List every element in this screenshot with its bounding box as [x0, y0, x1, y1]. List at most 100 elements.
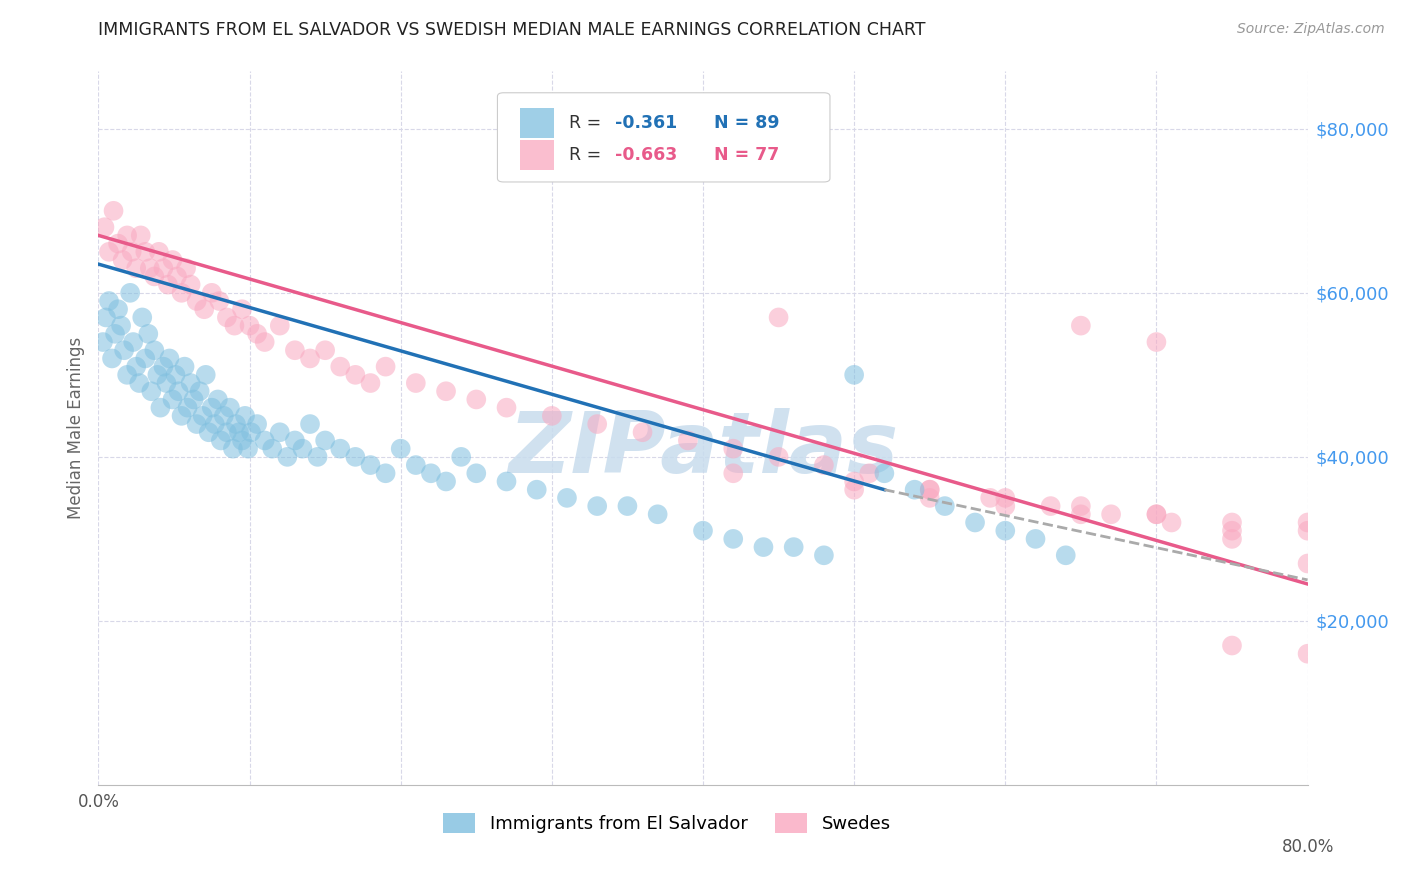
Point	[186, 417, 208, 431]
Point	[450, 450, 472, 464]
Point	[98, 244, 121, 259]
Point	[167, 384, 190, 399]
Point	[676, 434, 699, 448]
Point	[844, 483, 866, 497]
Point	[143, 343, 166, 358]
Text: N = 89: N = 89	[714, 114, 779, 132]
Point	[98, 293, 121, 308]
Point	[239, 318, 262, 333]
Point	[979, 491, 1001, 505]
Text: -0.361: -0.361	[614, 114, 676, 132]
Point	[166, 269, 188, 284]
Point	[495, 475, 517, 489]
Point	[586, 417, 609, 431]
Point	[934, 499, 956, 513]
Text: ZIPatlas: ZIPatlas	[508, 408, 898, 491]
Point	[253, 334, 276, 349]
Point	[616, 499, 638, 513]
Point	[228, 425, 250, 440]
Point	[159, 351, 181, 366]
Point	[1220, 639, 1243, 653]
Point	[173, 359, 195, 374]
Point	[129, 228, 152, 243]
Point	[1146, 334, 1168, 349]
Point	[1296, 557, 1319, 571]
FancyBboxPatch shape	[498, 93, 830, 182]
Point	[183, 392, 205, 407]
Point	[1220, 524, 1243, 538]
Point	[180, 376, 202, 390]
Point	[91, 334, 114, 349]
Legend: Immigrants from El Salvador, Swedes: Immigrants from El Salvador, Swedes	[436, 805, 898, 840]
Point	[434, 475, 457, 489]
Point	[122, 334, 145, 349]
Point	[219, 401, 242, 415]
Point	[201, 401, 224, 415]
Text: Source: ZipAtlas.com: Source: ZipAtlas.com	[1237, 22, 1385, 37]
Point	[204, 417, 226, 431]
Point	[225, 417, 247, 431]
Point	[222, 442, 245, 456]
Y-axis label: Median Male Earnings: Median Male Earnings	[66, 337, 84, 519]
Point	[194, 368, 217, 382]
Point	[111, 252, 134, 267]
Point	[1099, 508, 1122, 522]
Point	[162, 392, 184, 407]
Point	[813, 549, 835, 563]
Point	[146, 368, 169, 382]
Point	[262, 442, 284, 456]
Point	[94, 310, 117, 325]
Point	[115, 368, 138, 382]
Point	[1024, 532, 1046, 546]
Point	[374, 467, 396, 481]
Point	[1160, 516, 1182, 530]
Point	[858, 467, 880, 481]
Point	[107, 302, 129, 317]
Point	[128, 376, 150, 390]
Point	[844, 368, 866, 382]
Point	[647, 508, 669, 522]
Point	[1220, 516, 1243, 530]
Point	[246, 417, 269, 431]
Point	[112, 343, 135, 358]
Point	[307, 450, 329, 464]
Point	[193, 302, 215, 317]
Point	[723, 532, 745, 546]
Point	[93, 220, 115, 235]
Point	[174, 261, 197, 276]
Point	[904, 483, 927, 497]
Point	[134, 244, 156, 259]
Point	[149, 401, 172, 415]
Point	[121, 244, 143, 259]
Text: N = 77: N = 77	[714, 146, 779, 164]
Point	[284, 343, 307, 358]
Point	[555, 491, 578, 505]
Point	[692, 524, 714, 538]
Point	[141, 384, 163, 399]
Point	[180, 277, 202, 292]
Point	[1146, 508, 1168, 522]
Point	[215, 425, 238, 440]
Point	[233, 409, 256, 423]
Point	[768, 310, 790, 325]
Point	[540, 409, 562, 423]
Point	[465, 392, 488, 407]
Point	[965, 516, 987, 530]
Point	[329, 442, 352, 456]
Point	[191, 409, 214, 423]
Point	[299, 417, 322, 431]
Point	[276, 450, 298, 464]
Point	[389, 442, 412, 456]
Point	[246, 326, 269, 341]
Point	[212, 409, 235, 423]
Point	[586, 499, 609, 513]
Point	[152, 261, 174, 276]
Point	[207, 392, 229, 407]
Point	[197, 425, 219, 440]
Point	[165, 368, 187, 382]
Point	[299, 351, 322, 366]
Point	[110, 318, 132, 333]
Point	[813, 458, 835, 472]
Text: -0.663: -0.663	[614, 146, 676, 164]
Point	[115, 228, 138, 243]
